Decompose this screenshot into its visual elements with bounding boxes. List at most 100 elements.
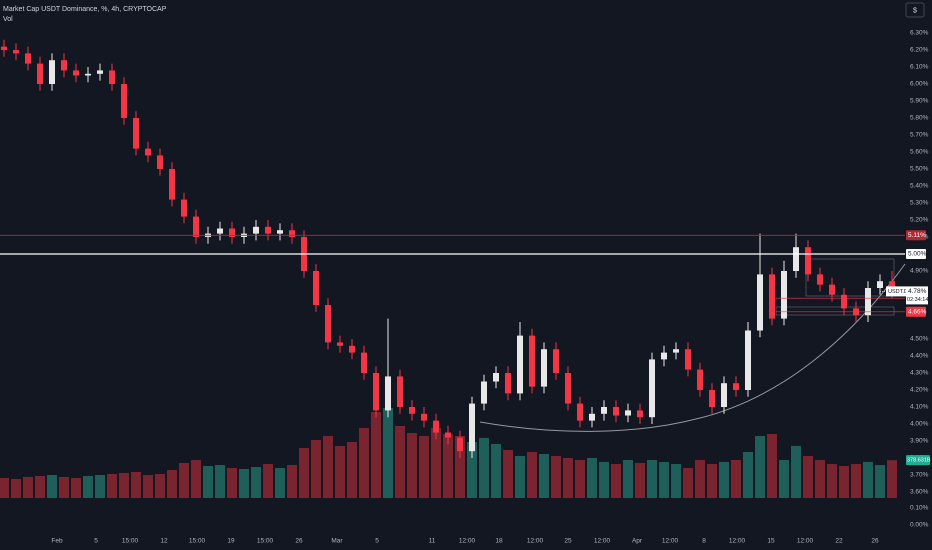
candle-body [889, 281, 895, 292]
x-tick-label: 15:00 [122, 538, 139, 545]
candle-body [649, 359, 655, 418]
x-tick-label: 12:00 [729, 538, 746, 545]
volume-bar [215, 465, 225, 498]
volume-bar [131, 472, 141, 498]
volume-bar [539, 454, 549, 498]
volume-bar [191, 460, 201, 498]
volume-bar [95, 475, 105, 498]
y-tick-label: 4.00% [910, 421, 929, 428]
volume-bar [287, 465, 297, 498]
candle-body [181, 199, 187, 217]
candle-body [709, 390, 715, 407]
volume-bar [755, 436, 765, 498]
candle-body [553, 349, 559, 373]
candle-body [817, 274, 823, 285]
volume-bar [623, 460, 633, 498]
y-tick-label: 4.40% [910, 353, 929, 360]
volume-bar [443, 434, 453, 498]
x-tick-label: 8 [702, 538, 706, 545]
x-tick-label: 25 [564, 538, 572, 545]
y-tick-label: 5.20% [910, 217, 929, 224]
volume-tag [906, 455, 930, 466]
candle-body [37, 63, 43, 84]
volume-bar [179, 463, 189, 498]
x-tick-label: 15 [767, 538, 775, 545]
candle-body [361, 352, 367, 373]
candle-body [493, 373, 499, 382]
volume-bar [0, 478, 9, 498]
chart-title: Market Cap USDT Dominance, %, 4h, CRYPTO… [3, 6, 167, 13]
volume-bar [479, 438, 489, 498]
volume-bar [227, 468, 237, 498]
volume-bar [23, 477, 33, 498]
volume-bar [635, 463, 645, 498]
x-tick-label: 18 [495, 538, 503, 545]
volume-bar [347, 442, 357, 498]
volume-bar [431, 428, 441, 498]
volume-bar [827, 464, 837, 498]
volume-bar [671, 464, 681, 498]
volume-bar [707, 464, 717, 498]
volume-bar [695, 460, 705, 498]
candle-body [253, 226, 259, 234]
volume-bar [863, 462, 873, 498]
volume-bar [83, 476, 93, 498]
candle-body [325, 305, 331, 343]
y-tick-label: 3.90% [910, 438, 929, 445]
candle-body [781, 271, 787, 319]
y-tick-label: 3.60% [910, 489, 929, 496]
candle-body [565, 373, 571, 404]
x-tick-label: 12:00 [527, 538, 544, 545]
volume-bar [839, 466, 849, 498]
last-price-tag [906, 286, 928, 305]
volume-bar [251, 467, 261, 498]
volume-bar [419, 436, 429, 498]
candle-body [337, 342, 343, 346]
plot [0, 39, 906, 498]
level-tag [906, 249, 926, 259]
volume-bar [851, 464, 861, 498]
x-tick-label: 26 [871, 538, 879, 545]
y-tick-label: 5.90% [910, 98, 929, 105]
volume-bar [143, 475, 153, 498]
y-tick-label: 6.30% [910, 30, 929, 37]
volume-bar [791, 446, 801, 498]
currency-button[interactable] [905, 2, 925, 18]
candle-body [25, 53, 31, 64]
currency-button-label[interactable]: $ [913, 7, 917, 14]
volume-bar [47, 475, 57, 498]
volume-bar [731, 460, 741, 498]
candle-body [445, 432, 451, 438]
lower-tick-label: 0.00% [910, 522, 929, 529]
candle-body [613, 407, 619, 416]
symbol-tag [886, 286, 906, 297]
volume-bar [107, 474, 117, 498]
candle-body [217, 228, 223, 234]
volume-bar [683, 468, 693, 498]
x-tick-label: 15:00 [189, 538, 206, 545]
candle-body [673, 349, 679, 353]
candle-body [733, 383, 739, 390]
x-tick-label: 12:00 [594, 538, 611, 545]
candle-body [97, 70, 103, 74]
candle-body [397, 376, 403, 407]
x-tick-label: 19 [227, 538, 235, 545]
volume-bar [515, 456, 525, 498]
volume-bar [59, 477, 69, 498]
candle-body [349, 345, 355, 353]
candle-body [49, 60, 55, 84]
candle-body [73, 70, 79, 76]
volume-bar [575, 460, 585, 498]
x-tick-label: 22 [835, 538, 843, 545]
volume-bar [743, 452, 753, 498]
volume-bar [527, 452, 537, 498]
candle-body [265, 226, 271, 234]
countdown-label: 02:34:14 [907, 297, 928, 303]
candle-body [541, 349, 547, 387]
volume-bar [551, 456, 561, 498]
candle-body [589, 413, 595, 421]
candle-body [121, 84, 127, 118]
y-tick-label: 5.60% [910, 149, 929, 156]
volume-bar [503, 450, 513, 498]
